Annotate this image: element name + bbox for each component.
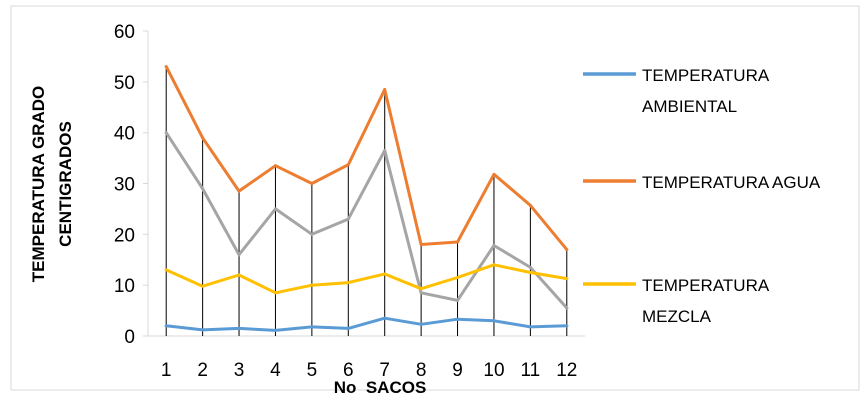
series-point [310,182,314,185]
series-point [273,291,277,295]
y-tick-label: 50 [114,73,135,94]
series-point [201,187,205,191]
y-tick-label: 40 [114,124,135,145]
series-point [237,326,241,330]
x-tick-label: 7 [379,360,390,381]
series-point [528,265,532,269]
legend: TEMPERATURA AMBIENTAL TEMPERATURA AGUA TEMP… [583,66,821,326]
series-point [273,328,277,332]
y-axis: 0 10 20 30 40 50 60 [114,22,149,348]
series-point [383,87,387,91]
series-point [419,243,423,246]
y-axis-title: TEMPERATURA GRADO CENTIGRADOS [29,86,75,282]
series-point [456,240,460,244]
series-point [383,316,387,320]
drop-lines [165,66,568,336]
series-point [419,287,423,291]
series-line [164,131,569,310]
x-tick-label: 12 [556,360,577,381]
y-tick-label: 20 [114,225,135,246]
series-point [346,281,350,285]
x-tick-label: 9 [452,360,463,381]
series-point [346,163,350,167]
series-point [565,277,569,281]
series-point [273,164,277,168]
series-point [456,298,460,302]
series-point [492,244,496,248]
series-point [528,270,532,274]
series-point [419,291,423,295]
series-line [164,65,569,252]
series-point [237,189,241,193]
legend-label: TEMPERATURA [642,66,770,85]
series-point [383,272,387,276]
y-axis-title-line: CENTIGRADOS [56,121,75,247]
series-line [164,316,569,332]
x-axis: 1 2 3 4 5 6 7 8 9 10 11 12 [148,335,585,381]
series-point [528,325,532,329]
y-axis-title-line: TEMPERATURA GRADO [29,86,48,282]
series-point [201,284,205,288]
series-point [310,232,314,236]
legend-label: TEMPERATURA [642,276,770,295]
series-point [201,136,205,140]
x-tick-label: 6 [343,360,354,381]
series-point [419,322,423,326]
series-point [346,217,350,221]
series-point [273,207,277,211]
series-point [164,324,168,328]
series-point [565,248,569,252]
series-point [346,326,350,330]
series-point [456,317,460,321]
y-tick-label: 0 [124,327,135,348]
y-tick-label: 10 [114,276,135,297]
x-axis-title: No SACOS [334,378,427,397]
series-line [164,263,569,295]
x-tick-label: 8 [416,360,427,381]
series-point [492,263,496,267]
y-tick-label: 60 [114,22,135,43]
series-point [237,273,241,277]
series-point [201,328,205,332]
series-point [565,306,569,310]
chart-border [10,5,860,391]
x-tick-label: 3 [234,360,245,381]
x-tick-label: 4 [270,360,281,381]
series-point [237,253,241,257]
series-point [456,276,460,280]
series-point [164,65,168,69]
series-lines [164,65,569,332]
y-tick-label: 30 [114,175,135,196]
series-point [164,131,168,135]
series-point [310,325,314,329]
series-point [565,324,569,328]
legend-label: MEZCLA [642,307,712,326]
x-tick-label: 10 [483,360,504,381]
series-point [528,203,532,207]
series-point [383,148,387,152]
series-point [310,283,314,287]
x-tick-label: 11 [521,360,541,381]
legend-label: AMBIENTAL [642,97,737,116]
x-tick-label: 5 [307,360,318,381]
series-point [492,172,496,176]
x-tick-label: 2 [197,360,208,381]
legend-label: TEMPERATURA AGUA [642,173,821,192]
series-point [492,319,496,323]
x-tick-label: 1 [161,360,172,381]
series-point [164,268,168,272]
